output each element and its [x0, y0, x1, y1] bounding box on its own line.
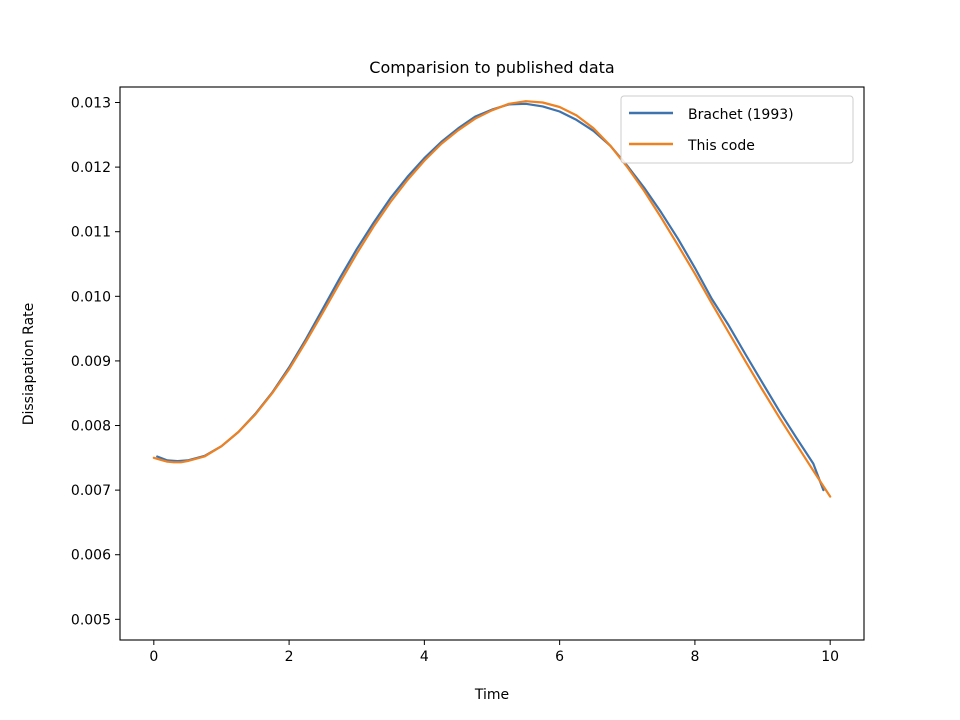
y-tick-label: 0.011: [71, 225, 111, 241]
y-tick-label: 0.006: [71, 548, 111, 564]
y-tick-label: 0.010: [71, 289, 111, 305]
y-axis-ticks: 0.005 0.006 0.007 0.008 0.009 0.010 0.011 0.012…: [71, 96, 120, 628]
x-tick-label: 8: [690, 649, 699, 665]
y-tick-label: 0.012: [71, 160, 111, 176]
y-axis-label: Dissiapation Rate: [21, 303, 37, 426]
x-tick-label: 6: [555, 649, 564, 665]
plot-lines: [152, 100, 832, 498]
y-tick-label: 0.008: [71, 419, 111, 435]
legend-label-brachet: Brachet (1993): [688, 107, 794, 123]
y-tick-label: 0.007: [71, 483, 111, 499]
plot-frame: [119, 86, 865, 641]
legend: Brachet (1993) This code: [620, 95, 854, 164]
x-tick-label: 0: [149, 649, 158, 665]
chart-title: Comparision to published data: [369, 58, 614, 77]
x-tick-label: 10: [821, 649, 839, 665]
x-tick-label: 2: [285, 649, 294, 665]
y-tick-label: 0.005: [71, 612, 111, 628]
y-tick-label: 0.009: [71, 354, 111, 370]
legend-label-this-code: This code: [687, 138, 755, 154]
y-tick-label: 0.013: [71, 96, 111, 112]
x-tick-label: 4: [420, 649, 429, 665]
x-axis-label: Time: [474, 687, 509, 703]
x-axis-ticks: 0 2 4 6 8 10: [149, 640, 839, 665]
series-line-this-code: [152, 100, 832, 498]
legend-box: [620, 95, 854, 164]
